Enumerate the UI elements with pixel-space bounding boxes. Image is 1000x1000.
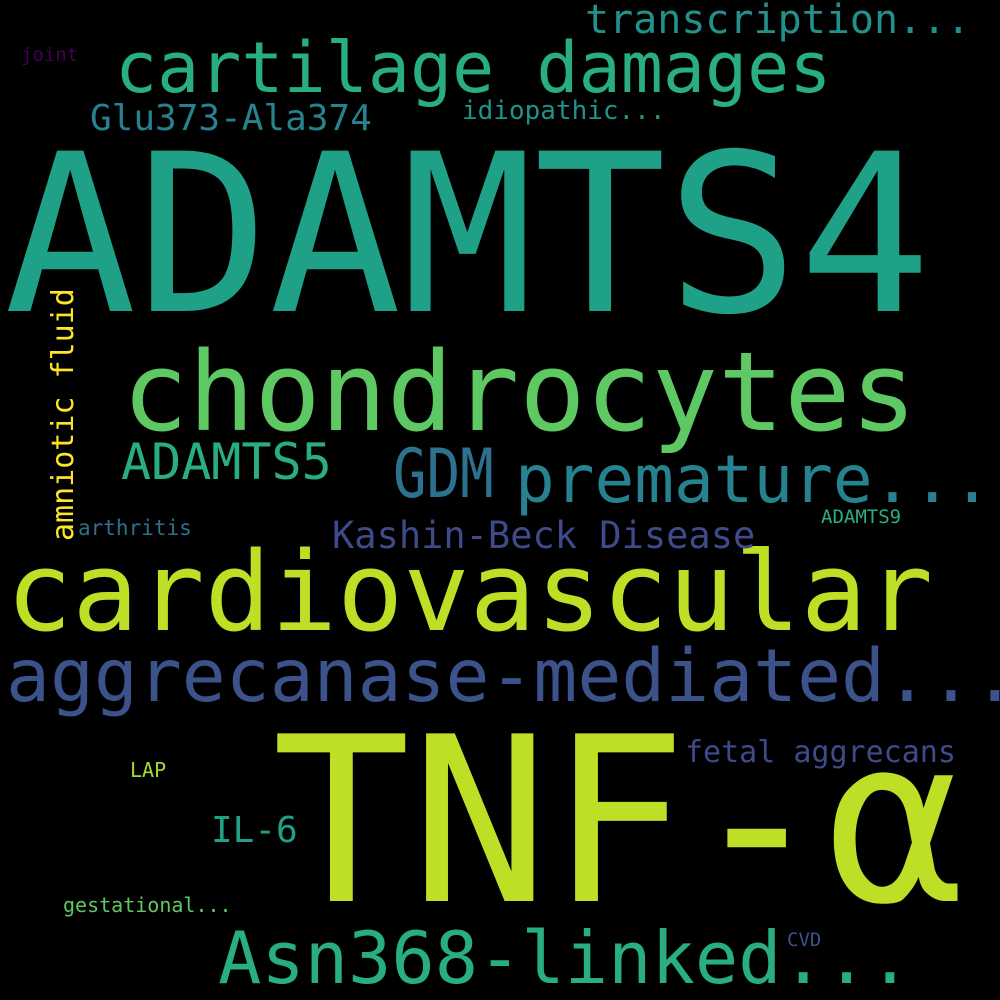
word-idiopathic: idiopathic... [462, 96, 666, 126]
word-tnf-alpha: TNF-α [272, 689, 965, 956]
word-gestational: gestational... [63, 893, 232, 917]
word-transcription: transcription... [585, 0, 971, 43]
word-fetal-aggrecans: fetal aggrecans [685, 735, 956, 770]
word-il-6: IL-6 [211, 810, 298, 851]
word-adamts9: ADAMTS9 [821, 506, 902, 528]
word-glu373-ala374: Glu373-Ala374 [90, 98, 372, 139]
word-adamts5: ADAMTS5 [121, 433, 332, 491]
word-chondrocytes: chondrocytes [122, 328, 917, 456]
word-cvd: CVD [787, 929, 822, 951]
word-joint: joint [21, 44, 79, 66]
word-cardiovascular: cardiovascular [6, 528, 934, 656]
word-cartilage-damages: cartilage damages [115, 27, 832, 109]
word-premature: premature... [515, 441, 992, 518]
word-lap: LAP [130, 758, 167, 782]
word-asn368-linked: Asn368-linked... [218, 916, 912, 1000]
word-kashin-beck-disease: Kashin-Beck Disease [332, 514, 756, 557]
word-gdm: GDM [393, 435, 494, 514]
word-aggrecanase-mediated: aggrecanase-mediated... [6, 634, 1000, 719]
word-amniotic-fluid: amniotic fluid [46, 288, 81, 541]
word-arthritis: arthritis [78, 516, 192, 540]
word-adamts4: ADAMTS4 [4, 107, 932, 363]
